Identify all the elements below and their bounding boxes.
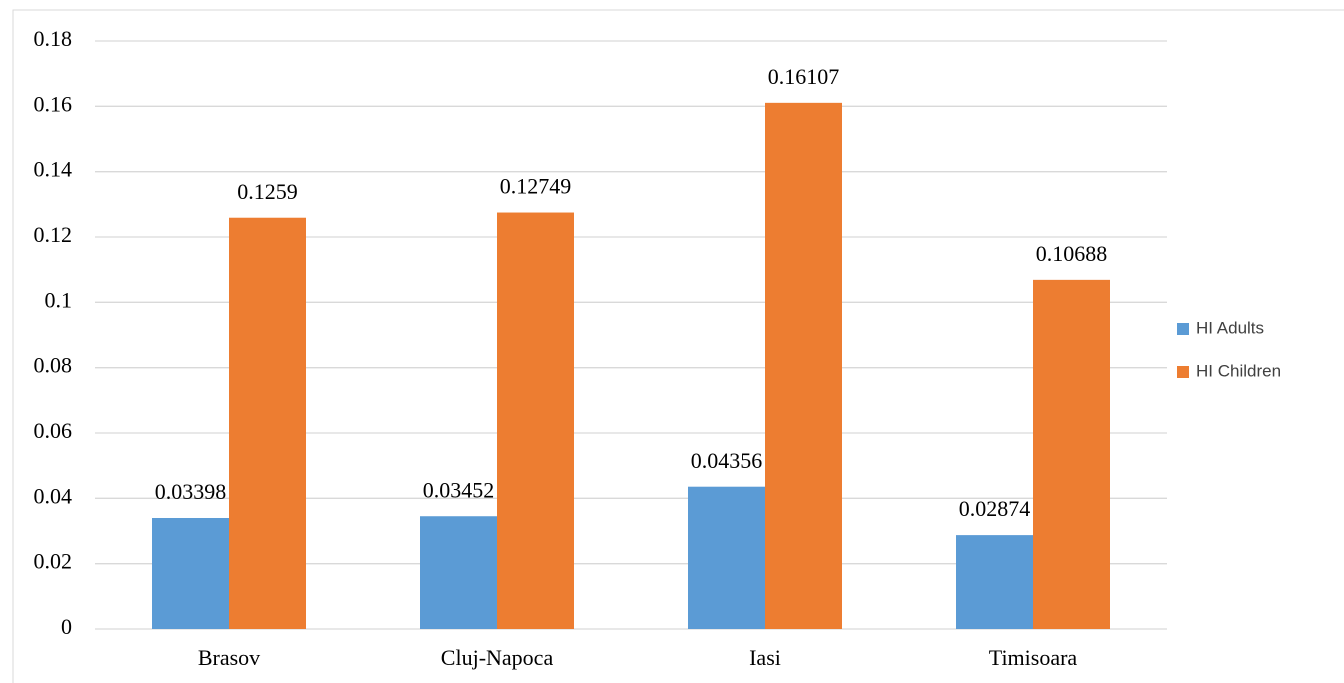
bar (497, 212, 574, 630)
legend-swatch (1177, 323, 1189, 335)
y-tick-label: 0.18 (34, 26, 73, 51)
y-tick-label: 0 (61, 614, 72, 639)
x-tick-label: Cluj-Napoca (441, 645, 554, 670)
data-label: 0.12749 (500, 174, 572, 199)
y-tick-label: 0.16 (34, 91, 73, 116)
bar (152, 517, 229, 629)
data-label: 0.02874 (959, 496, 1031, 521)
bar (956, 535, 1033, 629)
y-tick-label: 0.02 (34, 549, 73, 574)
y-tick-label: 0.14 (34, 157, 73, 182)
legend-swatch (1177, 366, 1189, 378)
data-label: 0.03452 (423, 477, 495, 502)
data-label: 0.1259 (237, 179, 298, 204)
x-tick-label: Timisoara (989, 645, 1078, 670)
data-label: 0.04356 (691, 448, 763, 473)
y-tick-label: 0.12 (34, 222, 73, 247)
bar (229, 217, 306, 629)
bar (420, 516, 497, 629)
bar (765, 102, 842, 629)
x-tick-label: Brasov (198, 645, 260, 670)
y-tick-label: 0.06 (34, 418, 73, 443)
legend-label: HI Children (1196, 361, 1281, 380)
legend-label: HI Adults (1196, 318, 1264, 337)
data-label: 0.03398 (155, 479, 227, 504)
y-tick-label: 0.08 (34, 353, 73, 378)
bar (1033, 279, 1110, 629)
data-label: 0.16107 (768, 64, 840, 89)
y-tick-label: 0.1 (45, 287, 73, 312)
x-tick-label: Iasi (749, 645, 781, 670)
y-tick-label: 0.04 (34, 483, 73, 508)
bar (688, 486, 765, 629)
data-label: 0.10688 (1036, 241, 1108, 266)
